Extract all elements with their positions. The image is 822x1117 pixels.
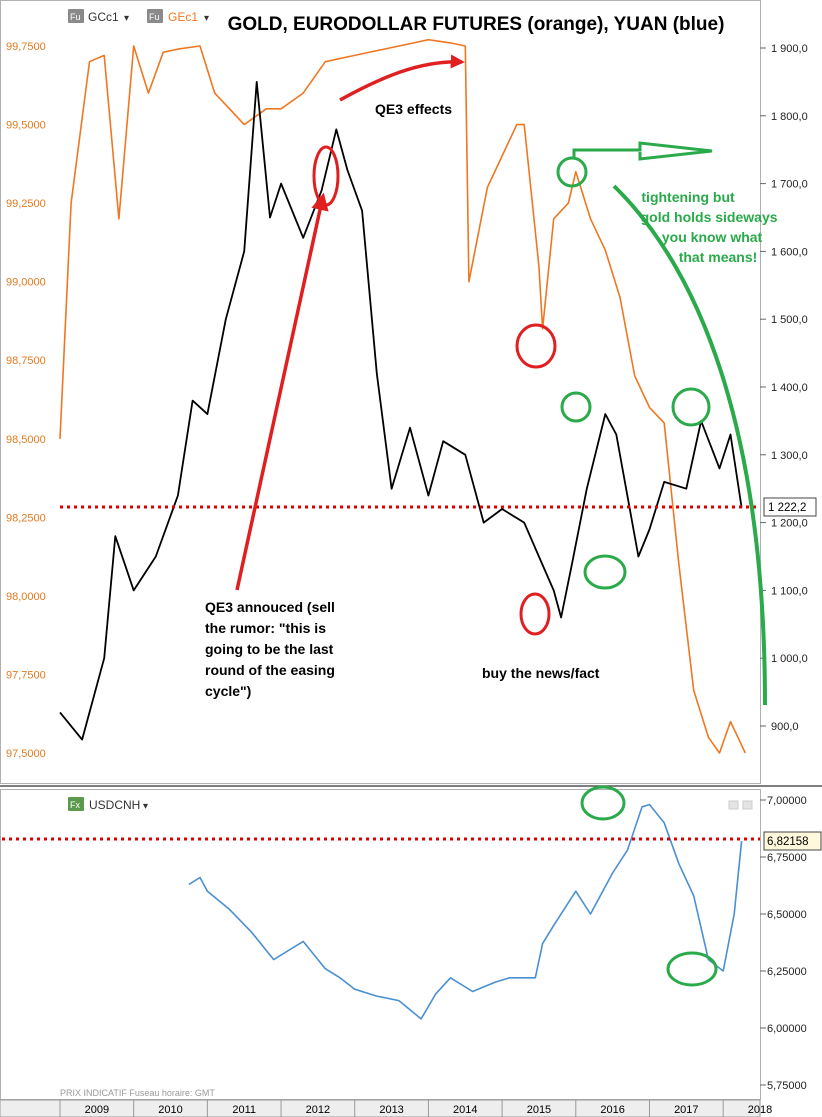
bottom-axis-tick: 6,75000 <box>767 852 807 864</box>
x-axis-label: 2017 <box>674 1104 698 1116</box>
legend-label: GCc1 <box>88 10 119 24</box>
legend-caret-icon: ▾ <box>143 801 148 812</box>
gold-last-value-tag: 1 222,2 <box>763 497 817 517</box>
bottom-panel-frame <box>0 789 761 1100</box>
legend-label: GEc1 <box>168 10 198 24</box>
annotation-line: tightening but <box>641 189 735 205</box>
legend-usdcnh[interactable]: Fx USDCNH ▾ <box>68 797 148 812</box>
annotation-buy-news: buy the news/fact <box>482 665 600 681</box>
bottom-axis-tick: 6,00000 <box>767 1023 807 1035</box>
footer-text: PRIX INDICATIF Fuseau horaire: GMT <box>60 1088 215 1098</box>
legend-badge-text: Fu <box>149 12 160 22</box>
gold-series-line <box>59 81 743 741</box>
legend-badge-text: Fx <box>70 800 80 810</box>
top-panel-frame <box>0 0 761 784</box>
gold-last-value: 1 222,2 <box>768 502 806 514</box>
x-axis-label: 2010 <box>158 1104 182 1116</box>
arrow-qe3-announced <box>235 192 329 591</box>
chart-title: GOLD, EURODOLLAR FUTURES (orange), YUAN … <box>228 14 725 35</box>
circle-gold-peak-2017 <box>671 387 711 427</box>
x-axis-label: 2013 <box>379 1104 403 1116</box>
arrow-qe3-effects <box>339 54 465 102</box>
eurodollar-series-line <box>59 38 747 754</box>
bottom-axis-tick: 6,50000 <box>767 909 807 921</box>
left-axis-tick: 98,7500 <box>6 355 46 367</box>
panel-menu-icon[interactable] <box>728 800 739 810</box>
left-axis-tick: 97,5000 <box>6 748 46 760</box>
left-axis-tick: 98,2500 <box>6 512 46 524</box>
legend-caret-icon: ▾ <box>204 13 209 24</box>
arrow-curve-green <box>612 184 767 706</box>
left-axis-tick: 98,0000 <box>6 591 46 603</box>
circle-gold-peak-2016 <box>560 391 592 423</box>
circle-yuan-trough <box>666 951 718 987</box>
annotation-tightening: tightening but gold holds sideways you k… <box>641 189 782 265</box>
left-axis-tick: 99,0000 <box>6 277 46 289</box>
x-axis-label: 2012 <box>306 1104 330 1116</box>
x-axis-label: 2014 <box>453 1104 477 1116</box>
left-axis-tick: 97,7500 <box>6 669 46 681</box>
right-axis-tick: 1 200,0 <box>771 518 808 530</box>
x-axis-label: 2016 <box>600 1104 624 1116</box>
panel-close-icon[interactable] <box>742 800 753 810</box>
right-axis-tick: 1 400,0 <box>771 382 808 394</box>
annotation-line: you know what <box>662 229 763 245</box>
yuan-series-line <box>188 803 743 1020</box>
legend-gcc1[interactable]: Fu GCc1 ▾ <box>68 9 129 24</box>
annotation-line: QE3 annouced (sell <box>205 599 335 615</box>
right-axis-tick: 1 500,0 <box>771 314 808 326</box>
bottom-axis-tick: 5,75000 <box>767 1080 807 1092</box>
legend-badge-icon <box>68 797 84 811</box>
right-axis-tick: 1 600,0 <box>771 246 808 258</box>
x-axis-strip <box>0 1099 761 1117</box>
legend-badge-icon <box>68 9 84 23</box>
right-axis-tick: 1 900,0 <box>771 43 808 55</box>
left-axis-tick: 99,7500 <box>6 41 46 53</box>
bottom-axis-tick: 6,25000 <box>767 966 807 978</box>
annotation-line: round of the easing <box>205 662 335 678</box>
legend-badge-text: Fu <box>70 12 81 22</box>
annotation-line: going to be the last <box>205 641 334 657</box>
x-axis-label: 2018 <box>748 1104 772 1116</box>
right-axis-tick: 900,0 <box>771 721 799 733</box>
arrow-sideways-green <box>572 141 713 161</box>
annotation-line: the rumor: "this is <box>205 620 326 636</box>
yuan-last-value-tag: 6,82158 <box>763 831 822 851</box>
bottom-axis-tick: 7,00000 <box>767 795 807 807</box>
circle-gold-bottom <box>519 592 551 636</box>
annotation-line: gold holds sideways <box>641 209 778 225</box>
left-axis-tick: 99,5000 <box>6 120 46 132</box>
annotation-qe3-effects: QE3 effects <box>375 101 452 117</box>
right-axis-tick: 1 800,0 <box>771 111 808 123</box>
legend-label: USDCNH <box>89 798 140 812</box>
annotation-line: cycle") <box>205 683 251 699</box>
circle-eurodollar-peak <box>556 156 588 188</box>
legend-caret-icon: ▾ <box>124 13 129 24</box>
right-axis-tick: 1 700,0 <box>771 179 808 191</box>
x-axis-label: 2015 <box>527 1104 551 1116</box>
circle-yuan-peak <box>580 785 626 821</box>
yuan-last-value: 6,82158 <box>767 836 809 848</box>
right-axis-tick: 1 000,0 <box>771 653 808 665</box>
x-axis-label: 2009 <box>85 1104 109 1116</box>
circle-eurodollar-dip <box>515 323 557 369</box>
legend-gec1[interactable]: Fu GEc1 ▾ <box>147 9 209 24</box>
legend-badge-icon <box>147 9 163 23</box>
annotation-line: that means! <box>679 249 758 265</box>
left-axis-tick: 98,5000 <box>6 434 46 446</box>
left-axis-tick: 99,2500 <box>6 198 46 210</box>
right-axis-tick: 1 100,0 <box>771 585 808 597</box>
annotation-qe3-announced: QE3 annouced (sell the rumor: "this is g… <box>205 599 339 699</box>
x-axis-label: 2011 <box>232 1104 256 1116</box>
circle-gold-dip-2016 <box>583 554 627 590</box>
right-axis-tick: 1 300,0 <box>771 450 808 462</box>
